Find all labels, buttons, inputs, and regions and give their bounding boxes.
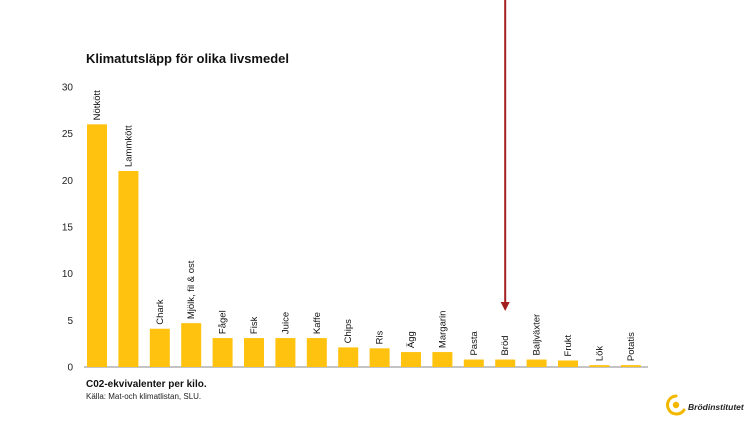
highlight-arrow [500,0,510,311]
bar-category-label: Frukt [563,334,574,356]
bar-category-label: Margarin [437,311,448,349]
bar [526,359,547,367]
bars [87,124,641,367]
bar [558,360,578,367]
bar [87,124,107,367]
y-axis: 0 5 10 15 20 25 30 [62,83,74,374]
logo-text: Brödinstitutet [688,402,745,412]
bar-category-label: Kaffe [312,312,323,334]
bar [181,323,202,367]
bar [463,359,484,367]
bar-category-label: Fågel [218,310,229,334]
bar-category-label: Juice [280,312,291,334]
y-tick-label: 20 [62,176,74,187]
source-note: Källa: Mat-och klimatlistan, SLU. [86,392,201,401]
y-tick-label: 10 [62,269,74,280]
bar [306,338,327,367]
logo-swoosh [666,394,686,416]
bar-category-label: Lammkött [123,125,134,167]
bar-category-label: Mjölk, fil & ost [186,260,197,319]
bar [401,352,421,367]
bar [495,359,516,367]
y-tick-label: 25 [62,129,74,140]
brodinstitutet-logo: Brödinstitutet [666,394,745,416]
brodinstitutet-logo-icon [666,394,686,416]
bar-labels: Nötkött Lammkött Chark Mjölk, fil & ost Fåge… [92,90,637,361]
y-tick-label: 15 [62,223,74,234]
bar-category-label: Ris [375,330,386,344]
bar [212,338,233,367]
y-tick-label: 30 [62,83,74,94]
y-tick-label: 0 [67,363,73,374]
bar [118,171,139,367]
bar-category-label: Chips [343,319,354,344]
bar [589,365,610,367]
bar-category-label: Bröd [500,335,511,355]
bar [149,328,170,367]
bar-category-label: Chark [155,299,166,325]
bar-category-label: Fisk [249,316,260,334]
y-tick-label: 5 [67,316,73,327]
bar-category-label: Lök [594,346,605,362]
bar [369,348,390,367]
bar-category-label: Pasta [469,331,480,356]
bar [338,347,359,367]
bar [432,352,453,367]
bar-category-label: Ägg [406,331,417,348]
bar [244,338,264,367]
bar-category-label: Potatis [626,332,637,361]
bar-category-label: Baljväxter [532,314,543,356]
arrow-head [500,302,510,311]
chart-title: Klimatutsläpp för olika livsmedel [86,51,289,66]
unit-note: C02-ekvivalenter per kilo. [86,379,207,390]
bar [275,338,296,367]
logo-dot [672,401,680,409]
bar-category-label: Nötkött [92,90,103,120]
bar [620,365,641,367]
